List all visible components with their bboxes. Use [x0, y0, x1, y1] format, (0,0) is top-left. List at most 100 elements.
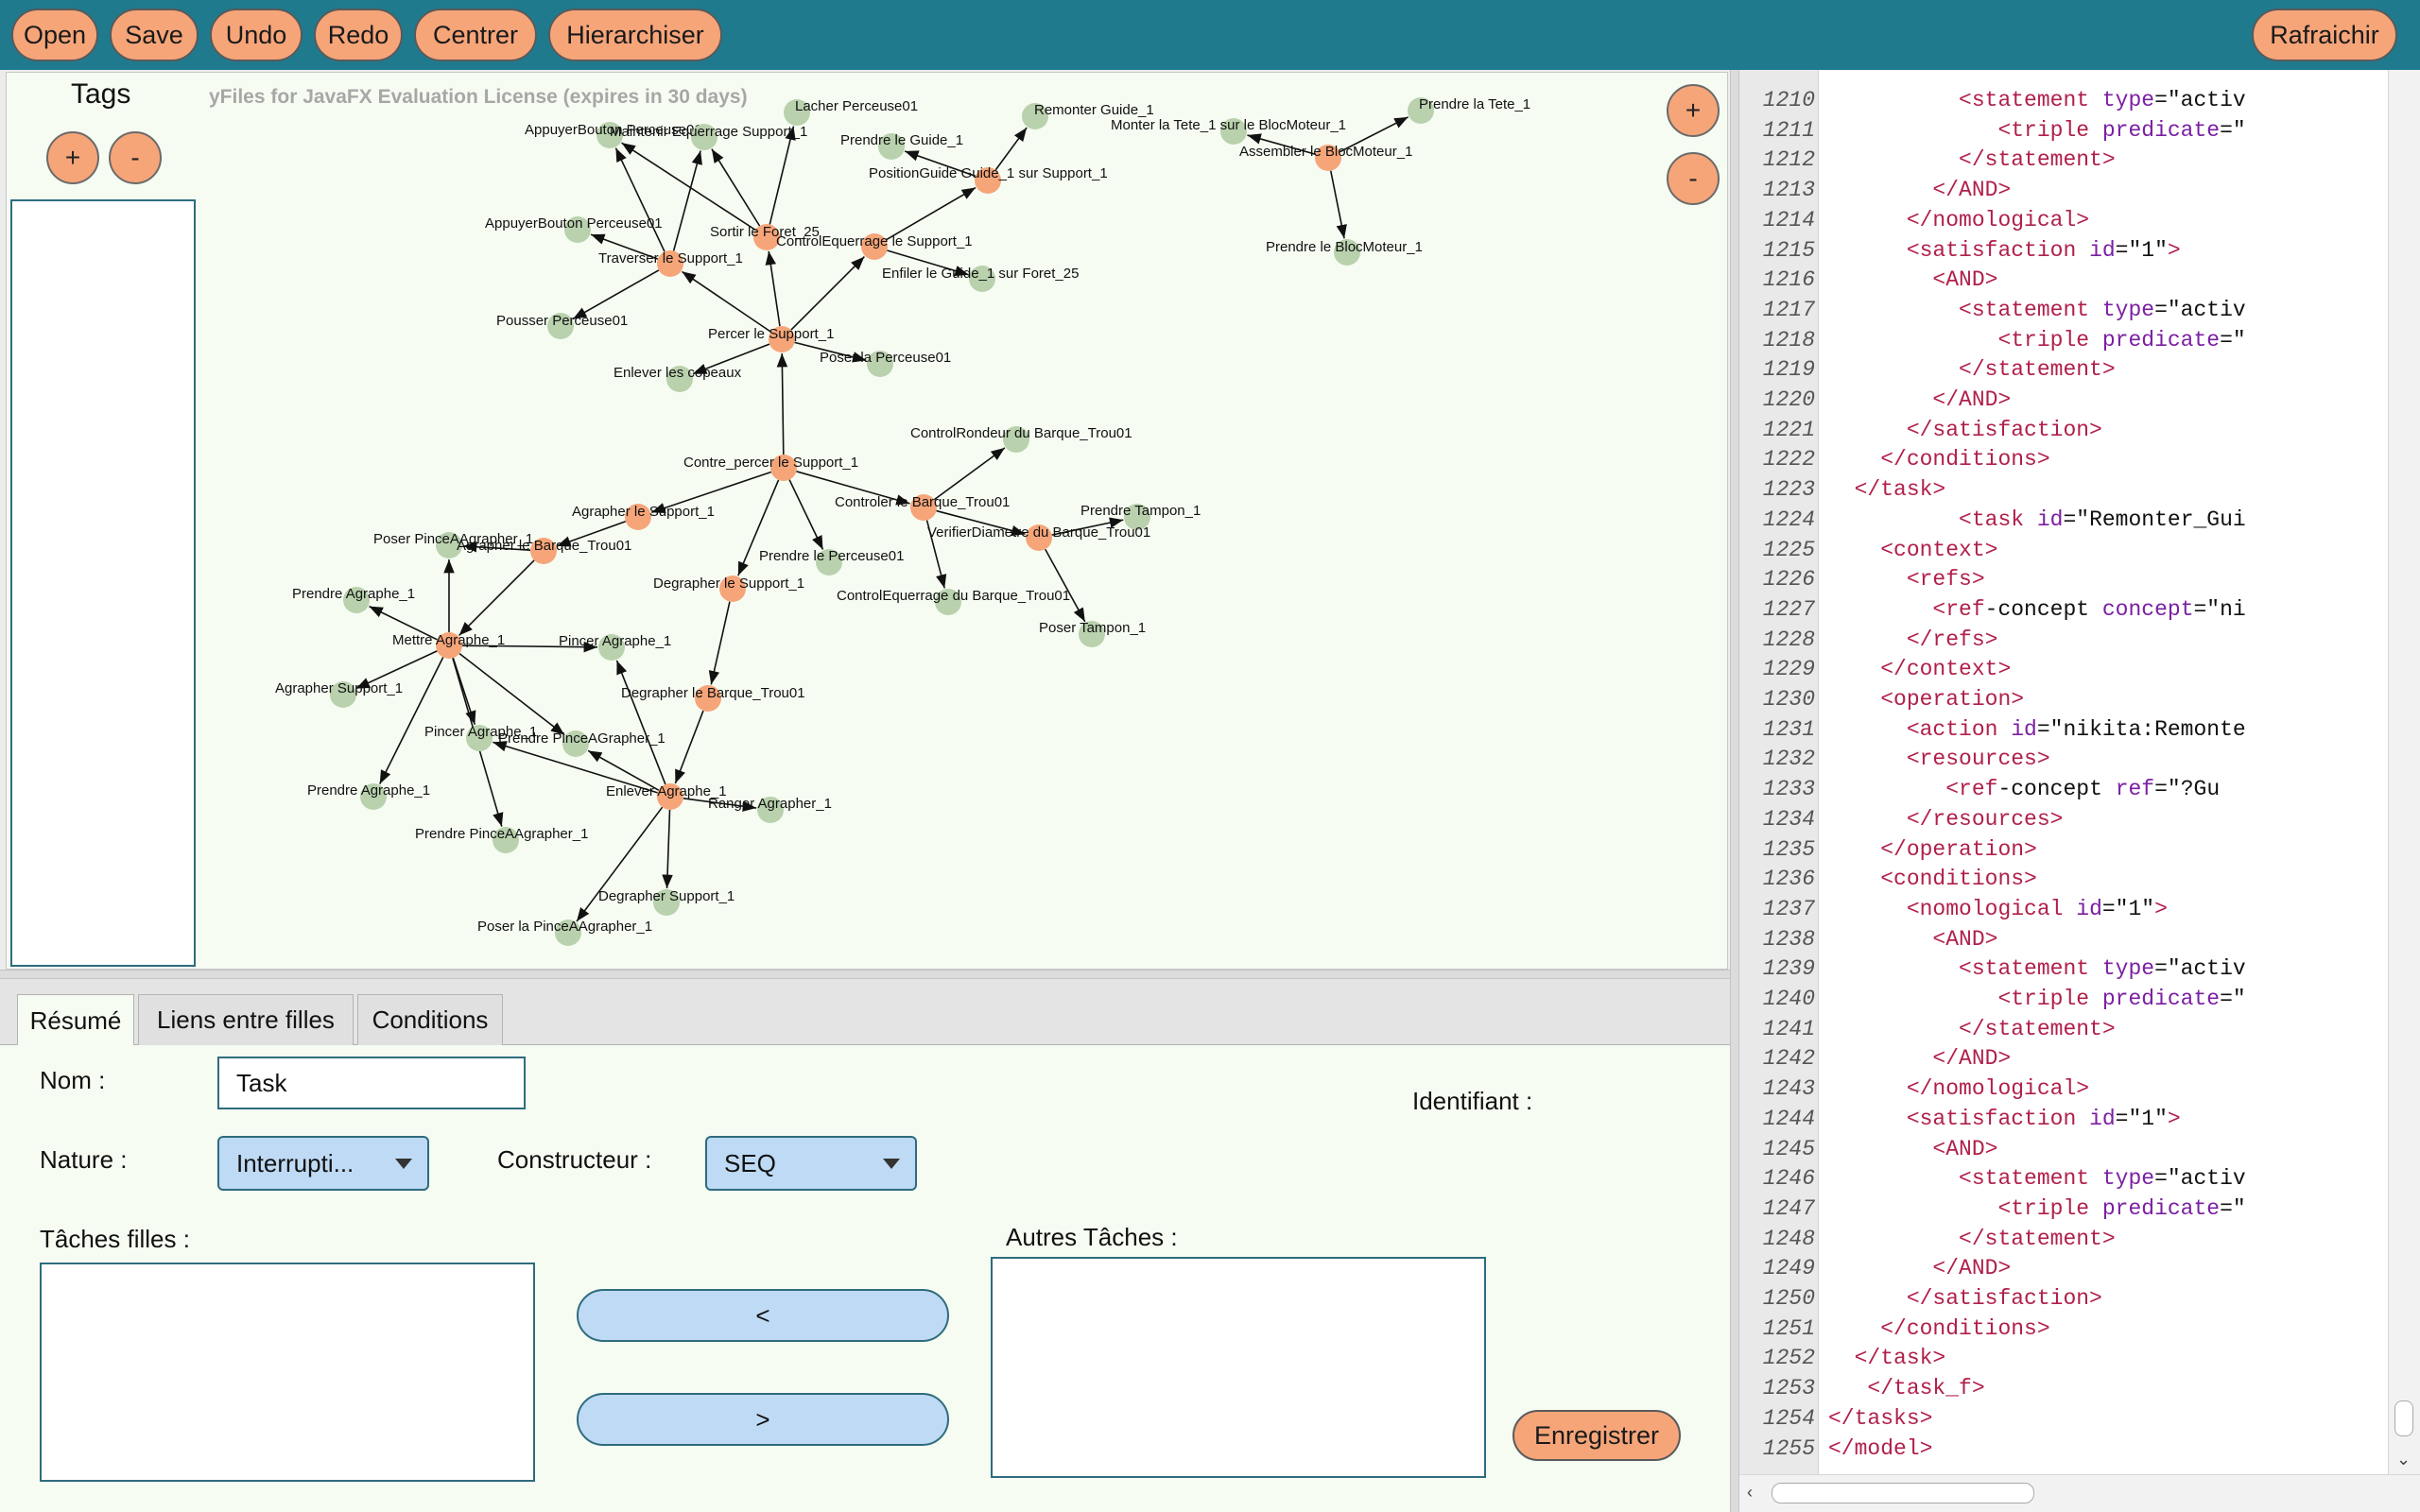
scroll-left-icon[interactable]: ‹: [1747, 1483, 1753, 1502]
graph-node-controlEqBar[interactable]: ControlEquerrage du Barque_Trou01: [837, 588, 1070, 615]
graph-node-circle[interactable]: [466, 725, 493, 751]
graph-node-circle[interactable]: [1408, 97, 1434, 124]
graph-node-prendreAgr1[interactable]: Prendre Agraphe_1: [292, 586, 415, 613]
graph-node-circle[interactable]: [691, 124, 717, 150]
graph-node-circle[interactable]: [695, 685, 721, 712]
graph-node-prendrePerc[interactable]: Prendre le Perceuse01: [759, 548, 904, 576]
graph-node-remonter[interactable]: Remonter Guide_1: [1022, 102, 1154, 129]
undo-button[interactable]: Undo: [210, 9, 302, 61]
graph-node-monter[interactable]: Monter la Tete_1 sur le BlocMoteur_1: [1111, 117, 1346, 145]
horizontal-scrollbar[interactable]: ‹: [1739, 1474, 2420, 1512]
graph-node-circle[interactable]: [770, 455, 797, 481]
scroll-down-icon[interactable]: ⌄: [2396, 1450, 2411, 1469]
graph-node-circle[interactable]: [757, 797, 784, 823]
graph-node-circle[interactable]: [562, 730, 589, 757]
graph-node-circle[interactable]: [596, 122, 623, 148]
vertical-scrollbar[interactable]: ⌄: [2388, 70, 2420, 1474]
graph-node-controlEq[interactable]: ControlEquerrage le Support_1: [776, 233, 973, 260]
name-input[interactable]: Task: [217, 1057, 526, 1109]
graph-node-circle[interactable]: [625, 504, 651, 530]
graph-node-contre[interactable]: Contre_percer le Support_1: [683, 455, 858, 481]
tab-links[interactable]: Liens entre filles: [138, 994, 354, 1045]
graph-node-circle[interactable]: [769, 326, 795, 352]
graph-node-circle[interactable]: [878, 133, 905, 160]
graph-node-traverser[interactable]: Traverser le Support_1: [598, 250, 743, 277]
graph-node-circle[interactable]: [935, 589, 961, 615]
graph-node-circle[interactable]: [564, 216, 591, 243]
graph-node-circle[interactable]: [1220, 118, 1247, 145]
tab-conditions[interactable]: Conditions: [357, 994, 503, 1045]
graph-node-circle[interactable]: [1124, 504, 1150, 530]
graph-node-circle[interactable]: [547, 313, 574, 339]
graph-node-appBtn1[interactable]: AppuyerBouton Perceuse01: [525, 122, 702, 148]
graph-node-prendreBloc[interactable]: Prendre le BlocMoteur_1: [1266, 239, 1423, 266]
remove-tag-button[interactable]: -: [109, 131, 162, 184]
vertical-scroll-thumb[interactable]: [2394, 1400, 2413, 1436]
graph-node-agraSup1[interactable]: Agrapher Support_1: [275, 680, 403, 708]
graph-node-circle[interactable]: [493, 827, 519, 853]
graph-node-pincer2[interactable]: Pincer Agraphe_1: [424, 724, 537, 751]
task-graph[interactable]: Lacher Perceuse01 AppuyerBouton Perceuse0…: [7, 73, 1727, 969]
center-button[interactable]: Centrer: [414, 9, 537, 61]
horizontal-scroll-thumb[interactable]: [1772, 1483, 2034, 1503]
graph-node-circle[interactable]: [1334, 239, 1360, 266]
graph-node-positionGuide[interactable]: PositionGuide Guide_1 sur Support_1: [869, 165, 1108, 194]
graph-node-controler[interactable]: Controler le Barque_Trou01: [835, 494, 1010, 521]
graph-node-degrSup[interactable]: Degrapher le Support_1: [653, 576, 804, 602]
graph-node-poserPAA[interactable]: Poser la PinceAAgrapher_1: [477, 919, 652, 946]
graph-node-circle[interactable]: [975, 167, 1001, 194]
graph-node-enfiler[interactable]: Enfiler le Guide_1 sur Foret_25: [882, 266, 1079, 292]
graph-node-circle[interactable]: [657, 250, 683, 277]
graph-node-circle[interactable]: [653, 889, 680, 916]
add-tag-button[interactable]: +: [46, 131, 99, 184]
tab-summary[interactable]: Résumé: [17, 994, 134, 1046]
graph-node-poser1[interactable]: Poser la Perceuse01: [820, 350, 951, 377]
graph-node-circle[interactable]: [436, 532, 462, 558]
graph-node-circle[interactable]: [867, 351, 893, 377]
graph-node-circle[interactable]: [753, 224, 780, 250]
move-right-button[interactable]: >: [577, 1393, 949, 1446]
graph-node-prendreTete[interactable]: Prendre la Tete_1: [1408, 96, 1530, 124]
graph-node-verifier[interactable]: VerifierDiametre du Barque_Trou01: [927, 524, 1150, 551]
graph-node-circle[interactable]: [816, 549, 842, 576]
graph-node-circle[interactable]: [1022, 103, 1048, 129]
xml-editor[interactable]: 1210 <statement type="activ 1211 <triple …: [1739, 70, 2420, 1512]
graph-node-agraBarque[interactable]: Agrapher le Barque_Trou01: [457, 538, 631, 564]
graph-node-circle[interactable]: [1003, 426, 1029, 453]
graph-node-ranger[interactable]: Ranger Agrapher_1: [708, 796, 832, 823]
graph-node-circle[interactable]: [1079, 621, 1105, 647]
graph-node-sortir[interactable]: Sortir le Foret_25: [710, 224, 820, 250]
constructor-select[interactable]: SEQ: [705, 1136, 917, 1191]
graph-node-maintenir[interactable]: Maintenir Equerrage Support_1: [610, 124, 807, 150]
open-button[interactable]: Open: [11, 9, 98, 61]
zoom-in-button[interactable]: +: [1667, 84, 1720, 137]
move-left-button[interactable]: <: [577, 1289, 949, 1342]
graph-node-percer[interactable]: Percer le Support_1: [708, 326, 834, 352]
graph-node-circle[interactable]: [1026, 524, 1052, 551]
graph-node-degrBarque[interactable]: Degrapher le Barque_Trou01: [621, 685, 805, 712]
graph-node-circle[interactable]: [784, 99, 810, 126]
graph-node-lacher[interactable]: Lacher Perceuse01: [784, 98, 918, 126]
graph-node-circle[interactable]: [530, 538, 557, 564]
save-button[interactable]: Save: [110, 9, 199, 61]
graph-node-circle[interactable]: [360, 783, 387, 810]
graph-node-circle[interactable]: [910, 494, 937, 521]
graph-node-prendreGuide[interactable]: Prendre le Guide_1: [840, 132, 963, 160]
graph-node-prendrePince[interactable]: Prendre PinceAGrapher_1: [498, 730, 666, 757]
redo-button[interactable]: Redo: [314, 9, 403, 61]
other-tasks-list[interactable]: [991, 1257, 1486, 1478]
graph-node-prendreAgr2[interactable]: Prendre Agraphe_1: [307, 782, 430, 810]
graph-node-enleverAgr[interactable]: Enlever Agraphe_1: [606, 783, 727, 810]
graph-node-circle[interactable]: [666, 366, 693, 392]
graph-node-controlRond[interactable]: ControlRondeur du Barque_Trou01: [910, 425, 1132, 453]
zoom-out-button[interactable]: -: [1667, 152, 1720, 205]
graph-node-appBtn2[interactable]: AppuyerBouton Perceuse01: [485, 215, 663, 243]
graph-node-circle[interactable]: [657, 783, 683, 810]
graph-node-circle[interactable]: [343, 587, 370, 613]
graph-node-mettre[interactable]: Mettre Agraphe_1: [392, 632, 505, 659]
graph-node-circle[interactable]: [555, 919, 581, 946]
graph-node-prendrePAA[interactable]: Prendre PinceAAgrapher_1: [415, 826, 588, 853]
children-tasks-list[interactable]: [40, 1263, 535, 1482]
horizontal-splitter[interactable]: [0, 970, 1730, 979]
refresh-button[interactable]: Rafraichir: [2252, 9, 2397, 61]
